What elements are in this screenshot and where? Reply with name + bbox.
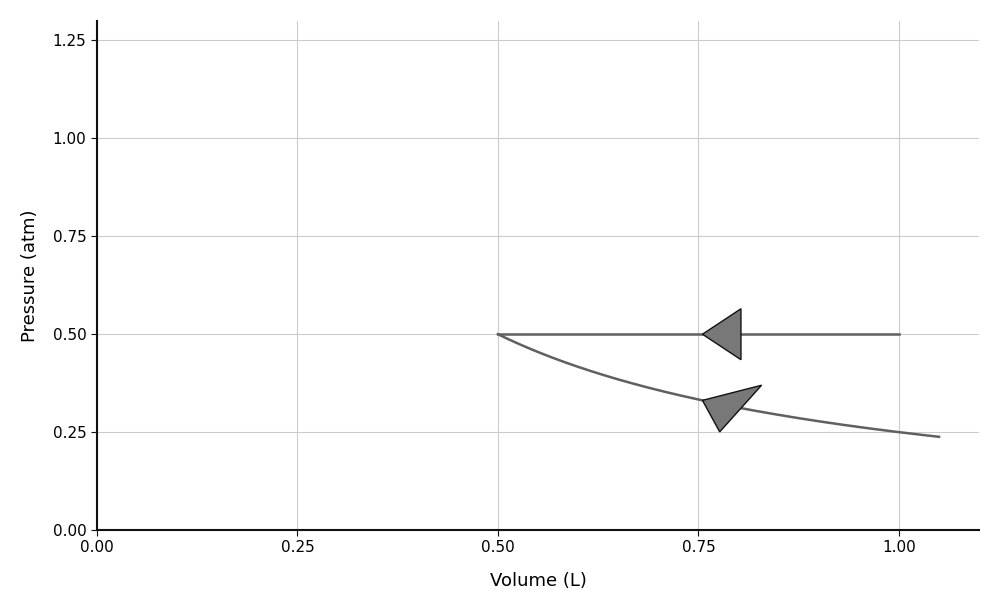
Polygon shape: [702, 309, 741, 360]
Polygon shape: [702, 385, 762, 432]
Y-axis label: Pressure (atm): Pressure (atm): [21, 209, 39, 342]
X-axis label: Volume (L): Volume (L): [490, 572, 586, 590]
